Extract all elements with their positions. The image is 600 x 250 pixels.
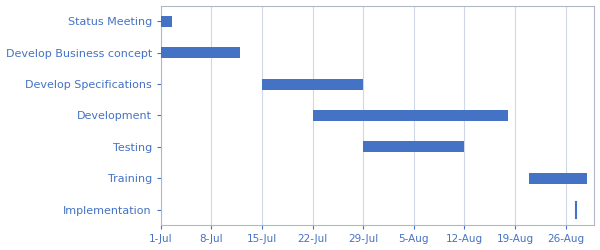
Bar	[313, 110, 508, 121]
Bar	[262, 78, 363, 90]
Bar	[161, 47, 241, 58]
Bar	[363, 142, 464, 152]
Bar	[529, 173, 587, 184]
Bar	[161, 16, 172, 27]
